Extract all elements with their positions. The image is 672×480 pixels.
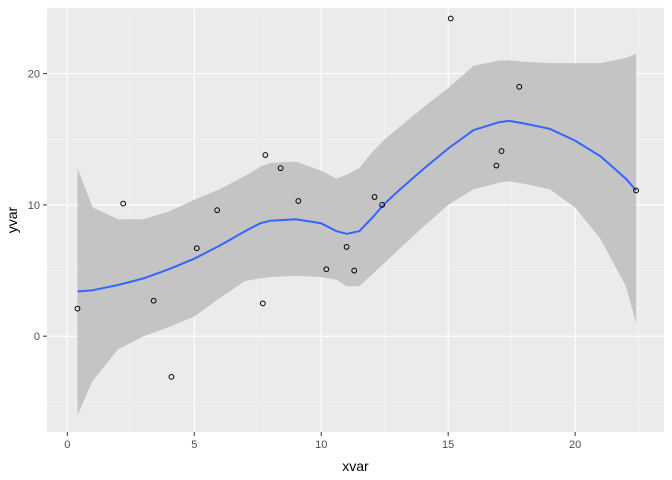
scatter-points: [74, 15, 639, 380]
data-point: [343, 244, 350, 250]
data-point: [120, 200, 127, 207]
data-point: [168, 373, 175, 380]
data-point: [193, 245, 200, 252]
data-point: [498, 148, 505, 154]
x-tick-label: 20: [569, 439, 581, 451]
confidence-band: [77, 53, 637, 415]
data-point: [295, 198, 302, 204]
data-point: [351, 267, 358, 274]
data-point: [262, 152, 269, 158]
y-tick-label: 10: [28, 200, 40, 212]
data-point: [323, 266, 330, 273]
data-point: [493, 162, 500, 169]
y-tick-label: 20: [28, 69, 40, 81]
data-point: [516, 83, 523, 90]
x-tick-label: 10: [315, 439, 327, 451]
y-axis-title: yvar: [4, 206, 20, 233]
data-point: [379, 202, 386, 208]
data-point: [447, 15, 454, 22]
x-axis-ticks: 0 5 10 15 20: [64, 432, 581, 451]
smooth-line: [77, 119, 637, 293]
data-point: [74, 305, 81, 312]
data-point: [150, 297, 157, 304]
x-tick-label: 5: [191, 439, 197, 451]
y-tick-label: 0: [34, 331, 40, 343]
data-point: [259, 300, 266, 307]
x-tick-label: 0: [64, 439, 70, 451]
data-point: [371, 194, 378, 200]
data-point: [633, 187, 639, 194]
x-axis-title: xvar: [342, 458, 369, 474]
data-point: [277, 165, 284, 172]
data-point: [214, 207, 221, 214]
x-tick-label: 15: [442, 439, 454, 451]
y-axis-ticks: 0 10 20: [28, 69, 47, 343]
